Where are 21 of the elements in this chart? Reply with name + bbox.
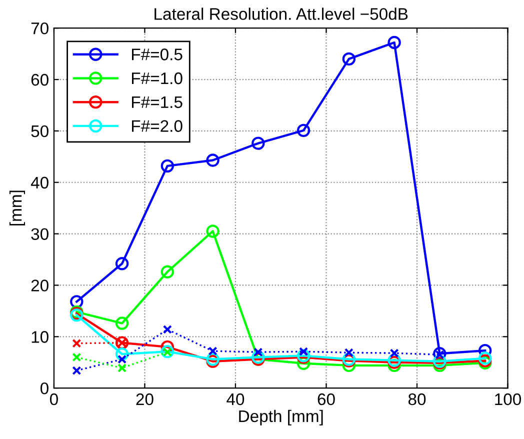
y-tick-label: 50 <box>31 125 48 138</box>
legend-label: F#=1.0 <box>132 72 182 84</box>
x-axis-title: Depth [mm] <box>239 410 323 426</box>
x-tick-label: 80 <box>408 393 426 406</box>
y-tick-label: 40 <box>30 176 48 189</box>
legend-label: F#=0.5 <box>132 48 182 60</box>
y-tick-label: 10 <box>32 331 48 343</box>
y-tick-label: 70 <box>31 22 48 34</box>
y-tick-label: 20 <box>31 280 48 292</box>
y-axis-title: [mm] <box>9 190 26 226</box>
legend-label: F#=2.0 <box>132 120 182 132</box>
chart-title: Lateral Resolution. Att.level −50dB <box>154 8 408 20</box>
y-tick-label: 0 <box>40 382 48 394</box>
x-tick-label: 0 <box>50 393 58 406</box>
x-tick-label: 20 <box>136 393 154 406</box>
x-tick-label: 40 <box>226 393 244 406</box>
x-tick-label: 60 <box>318 393 335 406</box>
legend-label: F#=1.5 <box>132 96 182 108</box>
x-tick-label: 100 <box>495 393 522 406</box>
y-tick-label: 60 <box>31 74 48 86</box>
y-tick-label: 30 <box>31 228 48 240</box>
